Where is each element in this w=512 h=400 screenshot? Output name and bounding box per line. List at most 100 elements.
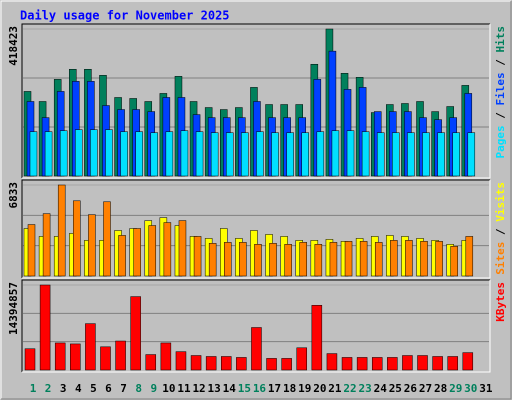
bar: [392, 132, 400, 177]
bar: [301, 132, 309, 177]
bar: [236, 357, 247, 371]
bar: [163, 222, 172, 277]
x-tick-label: 25: [389, 382, 402, 395]
bar: [422, 132, 430, 177]
x-tick-label: 14: [223, 382, 237, 395]
bar: [90, 129, 98, 177]
bar: [24, 348, 36, 371]
bar: [100, 346, 111, 371]
y-max-label: 418423: [7, 26, 20, 66]
bar: [195, 131, 204, 177]
x-tick-label: 20: [313, 382, 326, 395]
legend: Pages / Files / Hits: [494, 26, 507, 159]
bar: [241, 132, 249, 177]
bar: [103, 201, 111, 277]
x-tick-label: 13: [208, 382, 221, 395]
bar: [254, 244, 262, 277]
bar: [54, 342, 66, 371]
bar: [432, 356, 443, 371]
legend: KBytes: [494, 282, 507, 322]
bar: [75, 129, 83, 177]
plot-frame: [21, 279, 490, 372]
bar: [180, 130, 189, 177]
x-tick-label: 8: [135, 382, 142, 395]
x-tick-label: 5: [90, 382, 97, 395]
plot-frame: [21, 23, 490, 178]
bar: [271, 132, 279, 177]
bar: [150, 132, 159, 177]
x-tick-label: 28: [434, 382, 447, 395]
bar: [29, 131, 38, 177]
bar: [374, 242, 383, 277]
bar: [85, 323, 96, 371]
bar: [447, 356, 458, 371]
legend: Sites / Visits: [494, 182, 507, 275]
bar: [57, 184, 66, 277]
bar: [239, 242, 247, 277]
bar: [148, 225, 157, 277]
x-tick-label: 15: [238, 382, 251, 395]
bar: [390, 240, 398, 277]
legend-entry: Files: [494, 72, 507, 105]
bar: [135, 131, 143, 177]
bar: [316, 131, 325, 177]
bar: [88, 214, 96, 277]
bar: [210, 132, 219, 177]
bar: [359, 241, 368, 277]
bar: [39, 284, 51, 371]
bar: [465, 236, 474, 277]
bar: [130, 296, 141, 371]
bar: [178, 220, 187, 277]
x-tick-label: 22: [343, 382, 356, 395]
bar: [311, 305, 323, 371]
bar: [326, 353, 338, 371]
bar: [341, 357, 353, 371]
bar: [437, 132, 445, 177]
x-tick-label: 21: [328, 382, 342, 395]
bar: [118, 235, 126, 277]
x-tick-label: 2: [45, 382, 52, 395]
bar: [376, 132, 385, 177]
x-tick-label: 11: [177, 382, 191, 395]
x-tick-label: 6: [105, 382, 112, 395]
legend-separator: /: [494, 222, 507, 242]
x-tick-label: 1: [30, 382, 37, 395]
x-tick-label: 12: [192, 382, 205, 395]
legend-separator: /: [494, 53, 507, 73]
bar: [450, 246, 458, 277]
bar: [387, 357, 398, 371]
bar: [331, 130, 340, 177]
x-tick-label: 19: [298, 382, 311, 395]
x-tick-label: 17: [268, 382, 281, 395]
bar: [286, 132, 294, 177]
bar: [299, 242, 307, 277]
legend-entry: Hits: [494, 26, 507, 53]
legend-separator: /: [494, 106, 507, 126]
bar: [145, 354, 157, 371]
bar: [44, 131, 53, 177]
bar: [115, 340, 126, 371]
plot-frame: [22, 280, 491, 373]
x-tick-label: 23: [359, 382, 372, 395]
bar: [281, 358, 292, 371]
bar: [70, 343, 81, 371]
x-tick-label: 24: [374, 382, 388, 395]
legend-entry: Pages: [494, 125, 507, 158]
bar: [105, 129, 113, 177]
plot-frame: [22, 24, 491, 179]
bar: [344, 241, 353, 277]
bar: [224, 242, 232, 277]
x-tick-label: 27: [419, 382, 432, 395]
bar: [407, 132, 415, 177]
x-tick-label: 10: [162, 382, 175, 395]
bar: [42, 213, 51, 277]
bar: [314, 244, 323, 277]
bar: [193, 236, 202, 277]
bar: [190, 355, 202, 371]
bar: [452, 132, 460, 177]
bar: [405, 240, 413, 277]
x-tick-label: 31: [479, 382, 493, 395]
x-tick-label: 9: [150, 382, 157, 395]
